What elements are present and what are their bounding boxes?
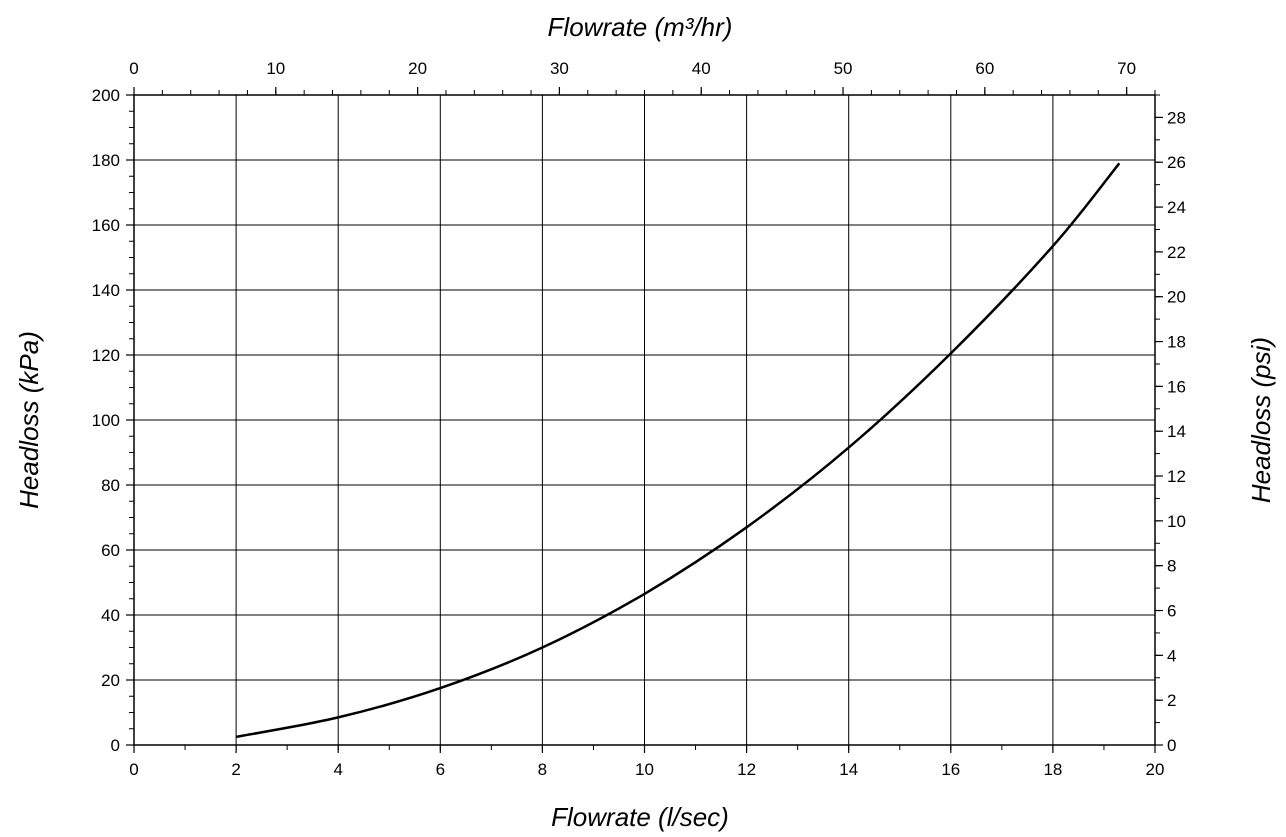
y2-tick-label: 18 (1167, 333, 1186, 352)
y2-tick-label: 14 (1167, 422, 1186, 441)
x-tick-label: 4 (333, 760, 342, 779)
x2-tick-label: 0 (129, 59, 138, 78)
y-tick-label: 180 (92, 151, 120, 170)
x2-tick-label: 10 (266, 59, 285, 78)
x-tick-label: 14 (839, 760, 858, 779)
x-axis-title-top: Flowrate (m³/hr) (548, 12, 733, 42)
x-tick-label: 6 (436, 760, 445, 779)
y2-tick-label: 28 (1167, 108, 1186, 127)
y2-tick-label: 6 (1167, 602, 1176, 621)
y2-tick-label: 24 (1167, 198, 1186, 217)
y-tick-label: 40 (101, 606, 120, 625)
x-tick-label: 8 (538, 760, 547, 779)
y2-tick-label: 4 (1167, 646, 1176, 665)
x-tick-label: 12 (737, 760, 756, 779)
y2-tick-label: 26 (1167, 153, 1186, 172)
major-ticks (126, 87, 1163, 753)
y2-tick-label: 20 (1167, 288, 1186, 307)
y-tick-label: 140 (92, 281, 120, 300)
y2-tick-label: 16 (1167, 377, 1186, 396)
x-tick-label: 10 (635, 760, 654, 779)
tick-labels: 0 2 4 6 8 10 12 14 16 18 2002040608010012014016018… (92, 59, 1186, 779)
y2-tick-label: 0 (1167, 736, 1176, 755)
y-tick-label: 120 (92, 346, 120, 365)
headloss-curve (235, 162, 1121, 739)
x-axis-title-bottom: Flowrate (l/sec) (551, 802, 729, 832)
y-tick-label: 100 (92, 411, 120, 430)
x2-tick-label: 50 (834, 59, 853, 78)
y-tick-label: 60 (101, 541, 120, 560)
y-tick-label: 80 (101, 476, 120, 495)
x2-tick-label: 30 (550, 59, 569, 78)
y2-tick-label: 8 (1167, 557, 1176, 576)
x2-tick-label: 40 (692, 59, 711, 78)
x-tick-label: 20 (1146, 760, 1165, 779)
y-tick-label: 200 (92, 86, 120, 105)
x-tick-label: 2 (231, 760, 240, 779)
x2-tick-label: 60 (975, 59, 994, 78)
x2-tick-label: 20 (408, 59, 427, 78)
y2-tick-label: 22 (1167, 243, 1186, 262)
x-tick-label: 0 (129, 760, 138, 779)
y2-tick-label: 2 (1167, 691, 1176, 710)
y2-tick-label: 12 (1167, 467, 1186, 486)
plot-frame (133, 94, 1156, 746)
y-tick-label: 160 (92, 216, 120, 235)
x-tick-label: 18 (1043, 760, 1062, 779)
x2-tick-label: 70 (1117, 59, 1136, 78)
grid-lines (134, 95, 1155, 745)
x-tick-label: 16 (941, 760, 960, 779)
y2-tick-label: 10 (1167, 512, 1186, 531)
y-axis-title-right: Headloss (psi) (1246, 337, 1276, 503)
y-tick-label: 0 (111, 736, 120, 755)
y-tick-label: 20 (101, 671, 120, 690)
y-axis-title-left: Headloss (kPa) (14, 331, 44, 509)
